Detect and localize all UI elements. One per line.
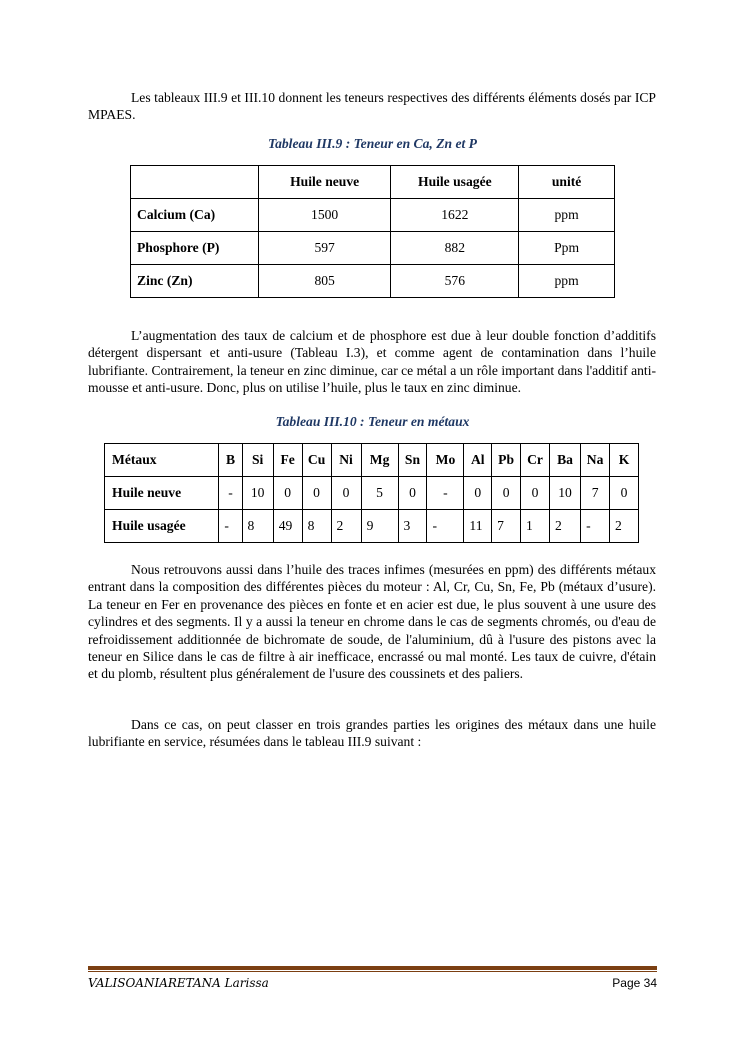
table-cell: 10 bbox=[548, 476, 582, 510]
table-cell: 0 bbox=[463, 476, 493, 510]
table-cell: 0 bbox=[330, 476, 362, 510]
table-cell: 5 bbox=[360, 476, 399, 510]
table-cell: - bbox=[580, 509, 611, 543]
table-cell: Huile neuve bbox=[103, 476, 220, 510]
header-cell: unité bbox=[518, 165, 615, 199]
table-cell: 11 bbox=[463, 509, 493, 543]
table-cell: 3 bbox=[397, 509, 428, 543]
table-row: Phosphore (P) 597 882 Ppm bbox=[130, 231, 615, 265]
paragraph-calcium-zinc: L’augmentation des taux de calcium et de… bbox=[88, 328, 656, 396]
footer-author: VALISOANIARETANA Larissa bbox=[88, 976, 269, 990]
header-cell: Al bbox=[463, 443, 493, 477]
table-cell: - bbox=[218, 509, 243, 543]
table-cell: 8 bbox=[301, 509, 332, 543]
table-cell: 2 bbox=[609, 509, 639, 543]
table-cell: 597 bbox=[257, 231, 392, 265]
header-cell: Huile usagée bbox=[390, 165, 520, 199]
table-cell: 576 bbox=[390, 264, 520, 298]
table-cell: Calcium (Ca) bbox=[130, 198, 259, 232]
table-cell: 8 bbox=[241, 509, 274, 543]
table-cell: 1 bbox=[520, 509, 550, 543]
table-row: Huile neuve -10 0 0 0 5 0-0 0 0 10 7 0 bbox=[103, 476, 639, 510]
table-cell: 7 bbox=[491, 509, 522, 543]
table-cell: 0 bbox=[272, 476, 303, 510]
table-cell: 0 bbox=[520, 476, 550, 510]
header-cell: Ba bbox=[548, 443, 582, 477]
table-cell: 10 bbox=[241, 476, 274, 510]
table-row: Huile usagée -8 49 8 2 9 3-11 7 1 2-2 bbox=[103, 509, 639, 543]
table-cell: - bbox=[426, 476, 465, 510]
table-cell: 805 bbox=[257, 264, 392, 298]
table-cell: 7 bbox=[580, 476, 611, 510]
table-cell: - bbox=[426, 509, 465, 543]
table-row: Zinc (Zn) 805 576 ppm bbox=[130, 264, 615, 298]
table-cell: 0 bbox=[301, 476, 332, 510]
header-cell: Fe bbox=[272, 443, 303, 477]
table-cell: 9 bbox=[360, 509, 399, 543]
table-cell: - bbox=[218, 476, 243, 510]
table-cell: 0 bbox=[397, 476, 428, 510]
paragraph-intro: Les tableaux III.9 et III.10 donnent les… bbox=[88, 90, 656, 123]
table-metaux: Métaux B Si Fe Cu Ni Mg Sn Mo Al Pb Cr Ba Na K Huile ne… bbox=[103, 443, 639, 543]
header-cell: Sn bbox=[397, 443, 428, 477]
header-cell: Mo bbox=[426, 443, 465, 477]
table-cell: Phosphore (P) bbox=[130, 231, 259, 265]
header-cell: K bbox=[609, 443, 639, 477]
table1-caption: Tableau III.9 : Teneur en Ca, Zn et P bbox=[268, 136, 477, 151]
header-cell bbox=[130, 165, 259, 199]
table-row: Calcium (Ca) 1500 1622 ppm bbox=[130, 198, 615, 232]
table-cell: 882 bbox=[390, 231, 520, 265]
header-cell: Huile neuve bbox=[257, 165, 392, 199]
table-cell: 2 bbox=[330, 509, 362, 543]
footer-rule-thin bbox=[88, 971, 657, 972]
table-cell: 2 bbox=[548, 509, 582, 543]
header-cell: B bbox=[218, 443, 243, 477]
paragraph-metaux-usure: Nous retrouvons aussi dans l’huile des t… bbox=[88, 562, 656, 682]
table-cell: ppm bbox=[518, 264, 615, 298]
table-header-row: Huile neuve Huile usagée unité bbox=[130, 165, 615, 199]
header-cell: Cr bbox=[520, 443, 550, 477]
paragraph-classification: Dans ce cas, on peut classer en trois gr… bbox=[88, 717, 656, 750]
header-cell: Ni bbox=[330, 443, 362, 477]
header-cell: Si bbox=[241, 443, 274, 477]
table-cell: Ppm bbox=[518, 231, 615, 265]
table-cell: 0 bbox=[609, 476, 639, 510]
header-cell: Pb bbox=[491, 443, 522, 477]
table-cell: 1622 bbox=[390, 198, 520, 232]
table-ca-zn-p: Huile neuve Huile usagée unité Calcium (Ca)… bbox=[130, 165, 615, 298]
table2-caption: Tableau III.10 : Teneur en métaux bbox=[275, 414, 470, 429]
header-cell: Mg bbox=[360, 443, 399, 477]
table-cell: ppm bbox=[518, 198, 615, 232]
footer-rule-thick bbox=[88, 966, 657, 970]
table-cell: Huile usagée bbox=[103, 509, 220, 543]
header-cell: Métaux bbox=[103, 443, 220, 477]
table-cell: Zinc (Zn) bbox=[130, 264, 259, 298]
table-cell: 1500 bbox=[257, 198, 392, 232]
header-cell: Cu bbox=[301, 443, 332, 477]
table-cell: 49 bbox=[272, 509, 303, 543]
header-cell: Na bbox=[580, 443, 611, 477]
table-header-row: Métaux B Si Fe Cu Ni Mg Sn Mo Al Pb Cr Ba Na K bbox=[103, 443, 639, 477]
table-cell: 0 bbox=[491, 476, 522, 510]
footer-page-number: Page 34 bbox=[612, 976, 657, 990]
